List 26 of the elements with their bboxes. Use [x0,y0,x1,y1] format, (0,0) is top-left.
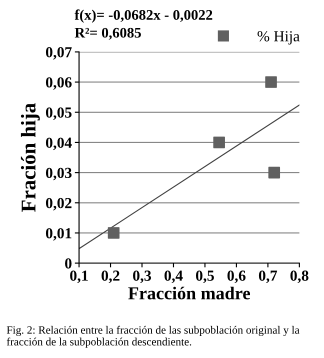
caption: Fig. 2: Relación entre la fracción de las subpoblación original y la fracción de la subpoblación descendiente. [6,326,300,348]
y-tick-label: 0 [65,258,72,269]
text: f(x)= -0,0682x - 0,0022 [74,9,212,23]
y-tick-label: 0,02 [46,198,72,210]
x-tick-label: 0,8 [290,270,308,284]
point [265,76,277,88]
point [108,227,120,239]
x-tick-label: 0,1 [70,270,88,284]
y-tick-label: 0,05 [46,107,72,120]
x-tick-label: 0,4 [164,270,183,284]
x-tick-label: 0,2 [102,270,120,284]
y-tick-label: 0,04 [46,138,72,150]
x-axis-title: Fracción madre [128,286,250,300]
x-tick-label: 0,3 [133,270,152,284]
y-tick-label: 0,07 [46,47,72,60]
x-tick-label: 0,6 [227,270,246,284]
point [268,166,280,178]
point [213,136,225,148]
y-axis-title: Fración hija [20,103,40,212]
x-tick-label: 0,5 [196,270,214,284]
legend-label: % Hija [258,31,300,45]
y-tick-label: 0,06 [46,77,72,90]
text: R²= 0,6085 [74,28,141,40]
x-tick-label: 0,7 [258,270,278,284]
y-tick-label: 0,01 [46,228,72,241]
y-tick-label: 0,03 [46,168,72,180]
